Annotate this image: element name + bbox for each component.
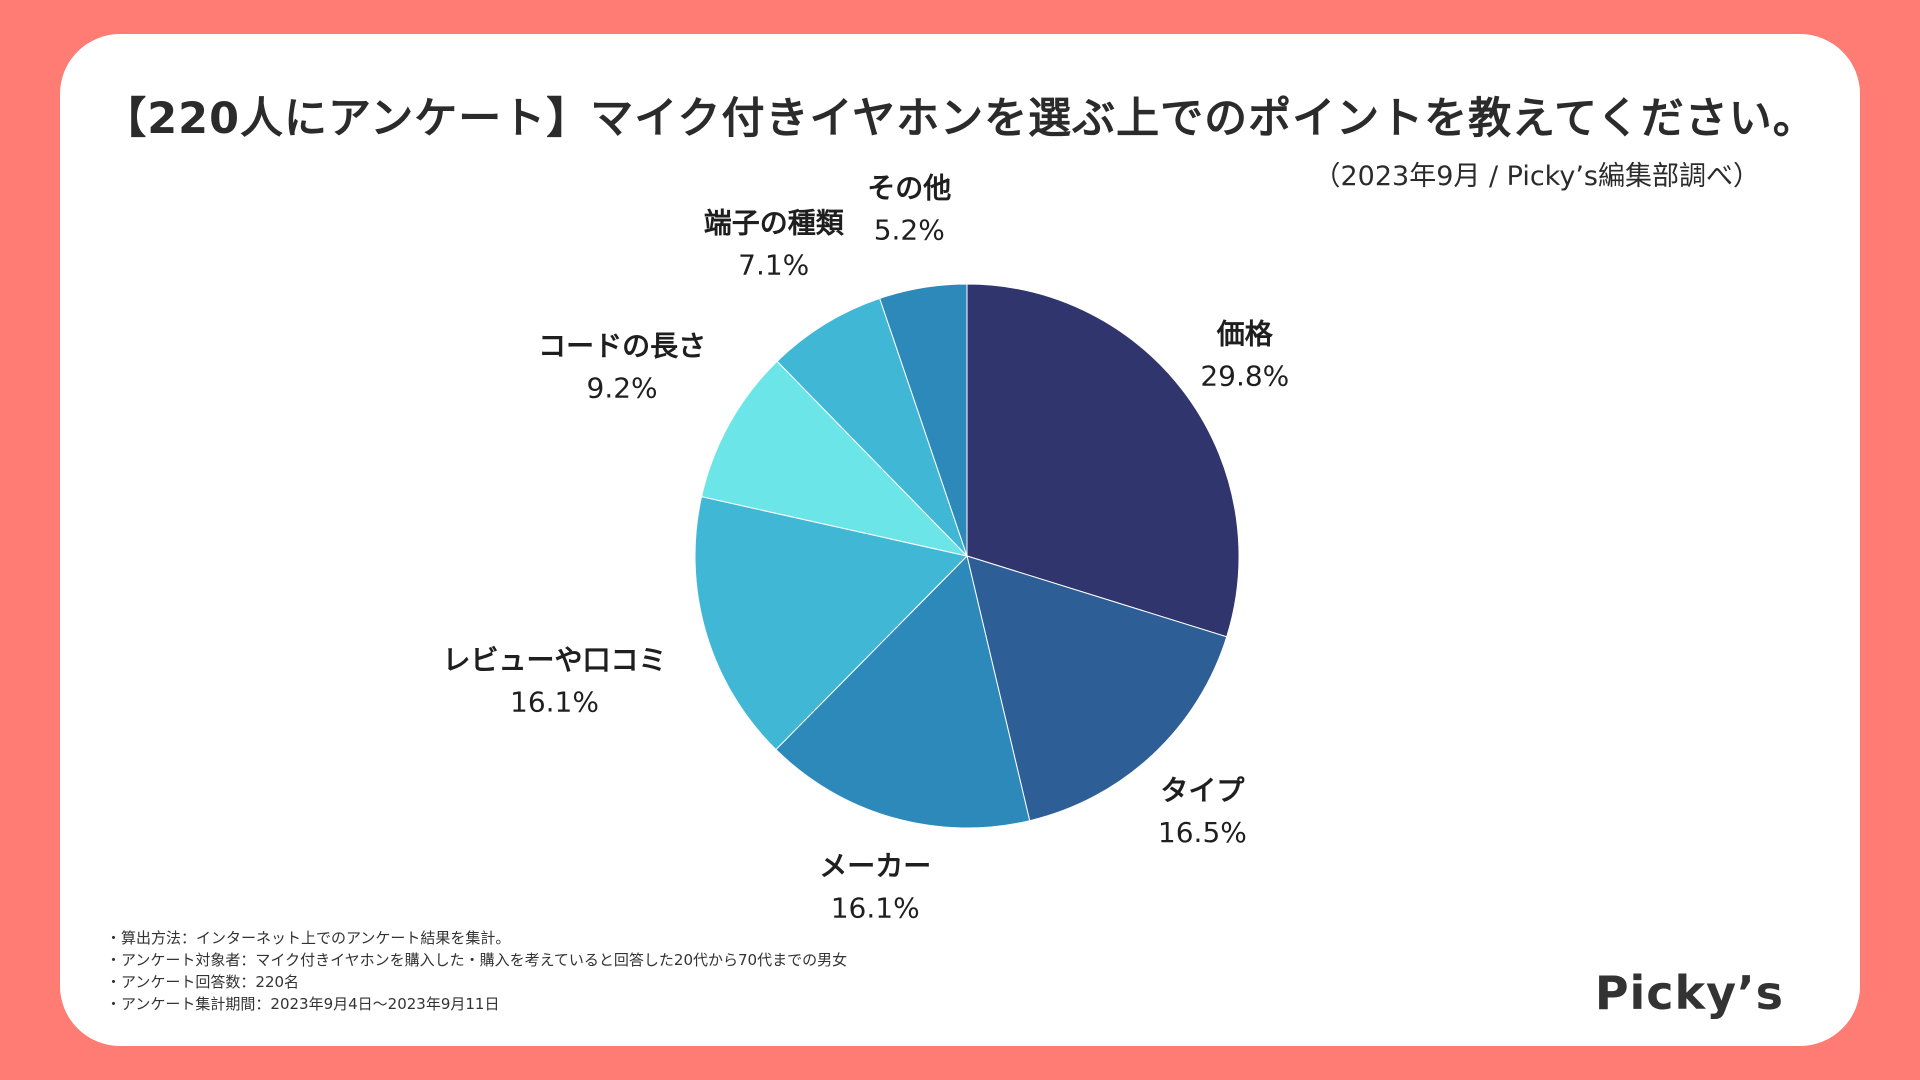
note-line: ・アンケート集計期間：2023年9月4日〜2023年9月11日	[106, 995, 500, 1013]
slice-label: 価格	[1216, 318, 1274, 351]
pie-slice-7	[879, 283, 968, 557]
pie-slice-4	[694, 496, 968, 751]
slice-label: その他	[867, 172, 951, 205]
slice-label: レビューや口コミ	[442, 643, 666, 676]
slice-label: コードの長さ	[538, 330, 706, 363]
slice-value-label: 16.1%	[510, 685, 599, 718]
slice-value-label: 16.1%	[831, 891, 920, 924]
slice-label: タイプ	[1160, 774, 1245, 807]
slice-value-label: 9.2%	[587, 372, 658, 405]
pie-slice-5	[700, 360, 969, 557]
slice-label: メーカー	[819, 849, 931, 882]
chart-card: 【220人にアンケート】マイク付きイヤホンを選ぶ上でのポイントを教えてください。…	[60, 34, 1860, 1046]
note-line: ・算出方法：インターネット上でのアンケート結果を集計。	[106, 929, 511, 947]
picky-logo: Picky’s	[1594, 966, 1784, 1020]
slice-value-label: 5.2%	[874, 214, 945, 247]
chart-title: 【220人にアンケート】マイク付きイヤホンを選ぶ上でのポイントを教えてください。	[103, 94, 1817, 144]
note-line: ・アンケート回答数：220名	[106, 973, 300, 991]
pie-slice-2	[966, 555, 1228, 822]
note-line: ・アンケート対象者：マイク付きイヤホンを購入した・購入を考えていると回答した20…	[106, 951, 848, 969]
source-note: （2023年9月 / Picky’s編集部調べ）	[1313, 161, 1761, 192]
pie-slice-3	[775, 555, 1031, 829]
slice-label: 端子の種類	[704, 207, 845, 240]
slice-value-label: 7.1%	[738, 249, 809, 282]
slice-value-label: 16.5%	[1158, 816, 1247, 849]
slice-value-label: 29.8%	[1200, 360, 1289, 393]
pie-slice-1	[966, 283, 1240, 638]
pie-slice-6	[776, 297, 968, 557]
survey-notes: ・算出方法：インターネット上でのアンケート結果を集計。 ・アンケート対象者：マイ…	[106, 927, 847, 1015]
